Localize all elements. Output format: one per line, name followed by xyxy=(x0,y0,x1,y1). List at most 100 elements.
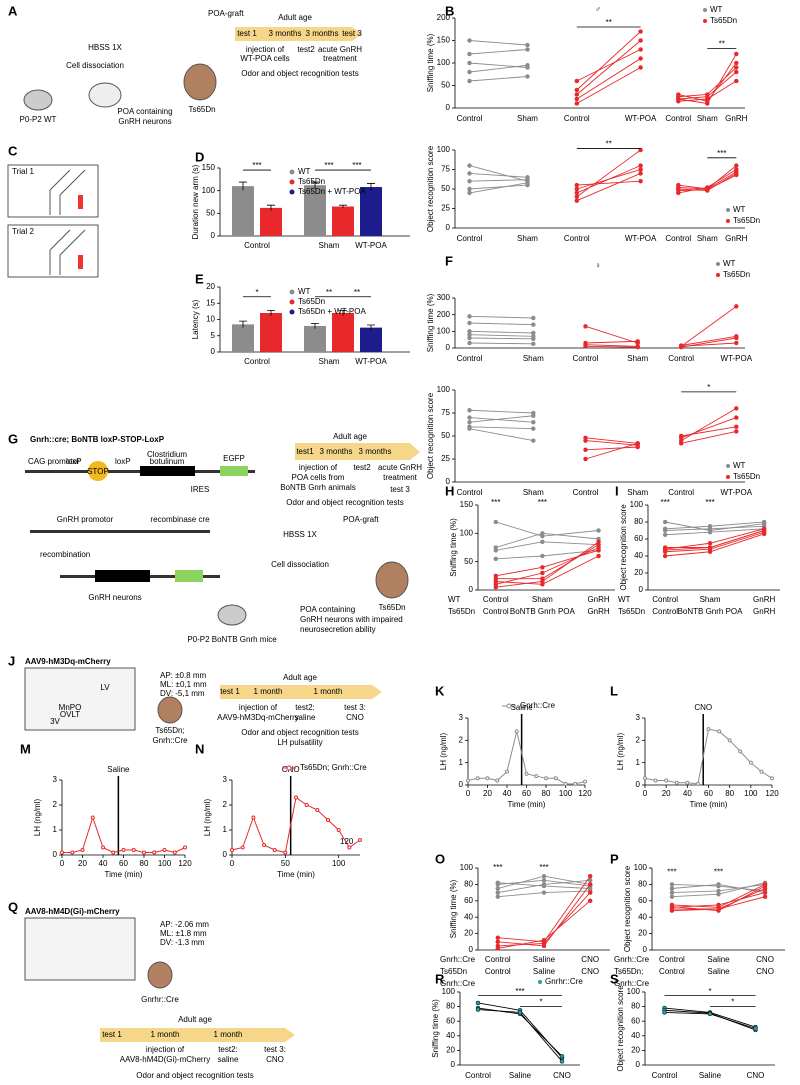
panel-label: R xyxy=(435,971,445,986)
subject-point xyxy=(583,447,588,453)
series-point xyxy=(544,776,548,781)
schematic-label: CNO xyxy=(266,1055,284,1064)
x-tick-label: GnRH xyxy=(587,595,609,604)
subject-point xyxy=(574,186,580,192)
y-tick-label: 50 xyxy=(441,184,450,193)
y-tick-label: 25 xyxy=(441,204,450,213)
y-tick-label: 50 xyxy=(441,431,450,440)
subject-point xyxy=(467,186,472,192)
subject-point xyxy=(531,413,536,419)
subject-point xyxy=(467,190,472,196)
schematic-label: AAV9-hM3Dq-mCherry xyxy=(217,713,299,722)
x-tick-label: 40 xyxy=(99,859,108,868)
schematic-label: injection of xyxy=(239,703,278,712)
legend-marker xyxy=(289,169,295,175)
schematic-label: test2: xyxy=(295,703,315,712)
subject-point xyxy=(531,438,536,443)
row-label: Ts65Dn xyxy=(448,607,475,616)
y-tick-label: 0 xyxy=(451,1060,456,1069)
y-axis-label: Sniffing time (%) xyxy=(426,33,435,92)
series-point xyxy=(759,769,764,774)
x-tick-label: 120 xyxy=(578,789,592,798)
error-bar xyxy=(267,204,275,211)
series-point xyxy=(60,850,64,855)
y-tick-label: 3 xyxy=(459,713,464,722)
schematic-label: IRES xyxy=(191,485,210,494)
subject-point xyxy=(467,38,472,43)
y-tick-label: 0 xyxy=(211,347,216,356)
schematic-label: Cell dissociation xyxy=(271,560,329,569)
subject-point xyxy=(734,78,739,84)
significance-label: *** xyxy=(491,498,500,507)
subject-point xyxy=(525,42,530,48)
legend-marker xyxy=(703,19,707,23)
subject-point xyxy=(525,180,530,186)
subject-point xyxy=(540,531,545,536)
schematic-label: test2 xyxy=(353,463,371,472)
significance-label: *** xyxy=(538,498,547,507)
schematic-label: Odor and object recognition tests xyxy=(286,498,403,507)
subject-point xyxy=(467,78,472,84)
legend-label: WT xyxy=(298,287,311,296)
subject-point xyxy=(716,891,721,897)
subject-point xyxy=(669,882,675,887)
y-axis-label: LH (ng/ml) xyxy=(203,798,212,836)
subject-point xyxy=(734,406,739,411)
subject-line xyxy=(497,892,591,947)
significance-label: ** xyxy=(326,288,332,297)
x-tick-label: Control xyxy=(573,354,599,363)
schematic-label: Adult age xyxy=(178,1015,212,1024)
subject-line xyxy=(469,172,528,178)
schematic-label: test 3: xyxy=(264,1045,286,1054)
schematic-label: 3 months xyxy=(359,447,392,456)
row-label: WT xyxy=(618,595,631,604)
subject-point xyxy=(734,335,739,341)
series-point xyxy=(738,749,743,754)
y-tick-label: 1 xyxy=(223,825,228,834)
x-tick-label: CNO xyxy=(553,1071,571,1080)
subject-point xyxy=(638,163,643,168)
y-tick-label: 20 xyxy=(206,282,215,291)
y-axis-label: Sniffing time (%) xyxy=(431,999,440,1058)
series-point xyxy=(495,778,500,783)
x-tick-label: BoNTB Gnrh POA xyxy=(678,607,744,616)
subject-point xyxy=(475,1000,481,1006)
schematic-label: Trial 1 xyxy=(12,167,34,176)
subject-point xyxy=(705,99,710,104)
schematic-label: OVLT xyxy=(60,710,80,719)
error-bar xyxy=(239,181,247,191)
subject-point xyxy=(574,87,580,93)
y-axis-label: Object recognition score xyxy=(616,985,625,1072)
series-point xyxy=(304,803,309,807)
series-point xyxy=(240,845,245,850)
y-tick-label: 40 xyxy=(464,912,473,921)
significance-label: *** xyxy=(705,498,714,507)
subject-point xyxy=(541,883,547,889)
series-point xyxy=(121,848,126,852)
annotation: 120 xyxy=(340,837,354,846)
x-tick-label: CNO xyxy=(756,955,774,964)
series-point xyxy=(294,795,298,800)
series-line xyxy=(644,728,773,785)
y-axis-label: Object recognition score xyxy=(426,392,435,479)
x-tick-label: Control xyxy=(457,354,483,363)
schematic-label: test 3: xyxy=(344,703,366,712)
subject-point xyxy=(662,553,668,559)
schematic-label: test2 xyxy=(297,45,315,54)
y-tick-label: 60 xyxy=(638,896,647,905)
subject-point xyxy=(635,441,640,446)
subject-line xyxy=(585,437,638,444)
y-tick-label: 15 xyxy=(206,298,215,307)
subject-point xyxy=(467,163,472,168)
y-tick-label: 0 xyxy=(446,103,451,112)
schematic-label: test1 xyxy=(296,447,314,456)
schematic-label: recombinase cre xyxy=(150,515,210,524)
subject-point xyxy=(734,415,739,420)
subject-point xyxy=(705,187,710,193)
schematic-shapes xyxy=(7,27,420,1042)
y-axis-label: Object recognition score xyxy=(623,865,632,952)
subject-point xyxy=(531,341,536,347)
schematic-label: EGFP xyxy=(223,454,245,463)
panel-label: Q xyxy=(8,899,18,914)
subject-point xyxy=(574,182,580,188)
